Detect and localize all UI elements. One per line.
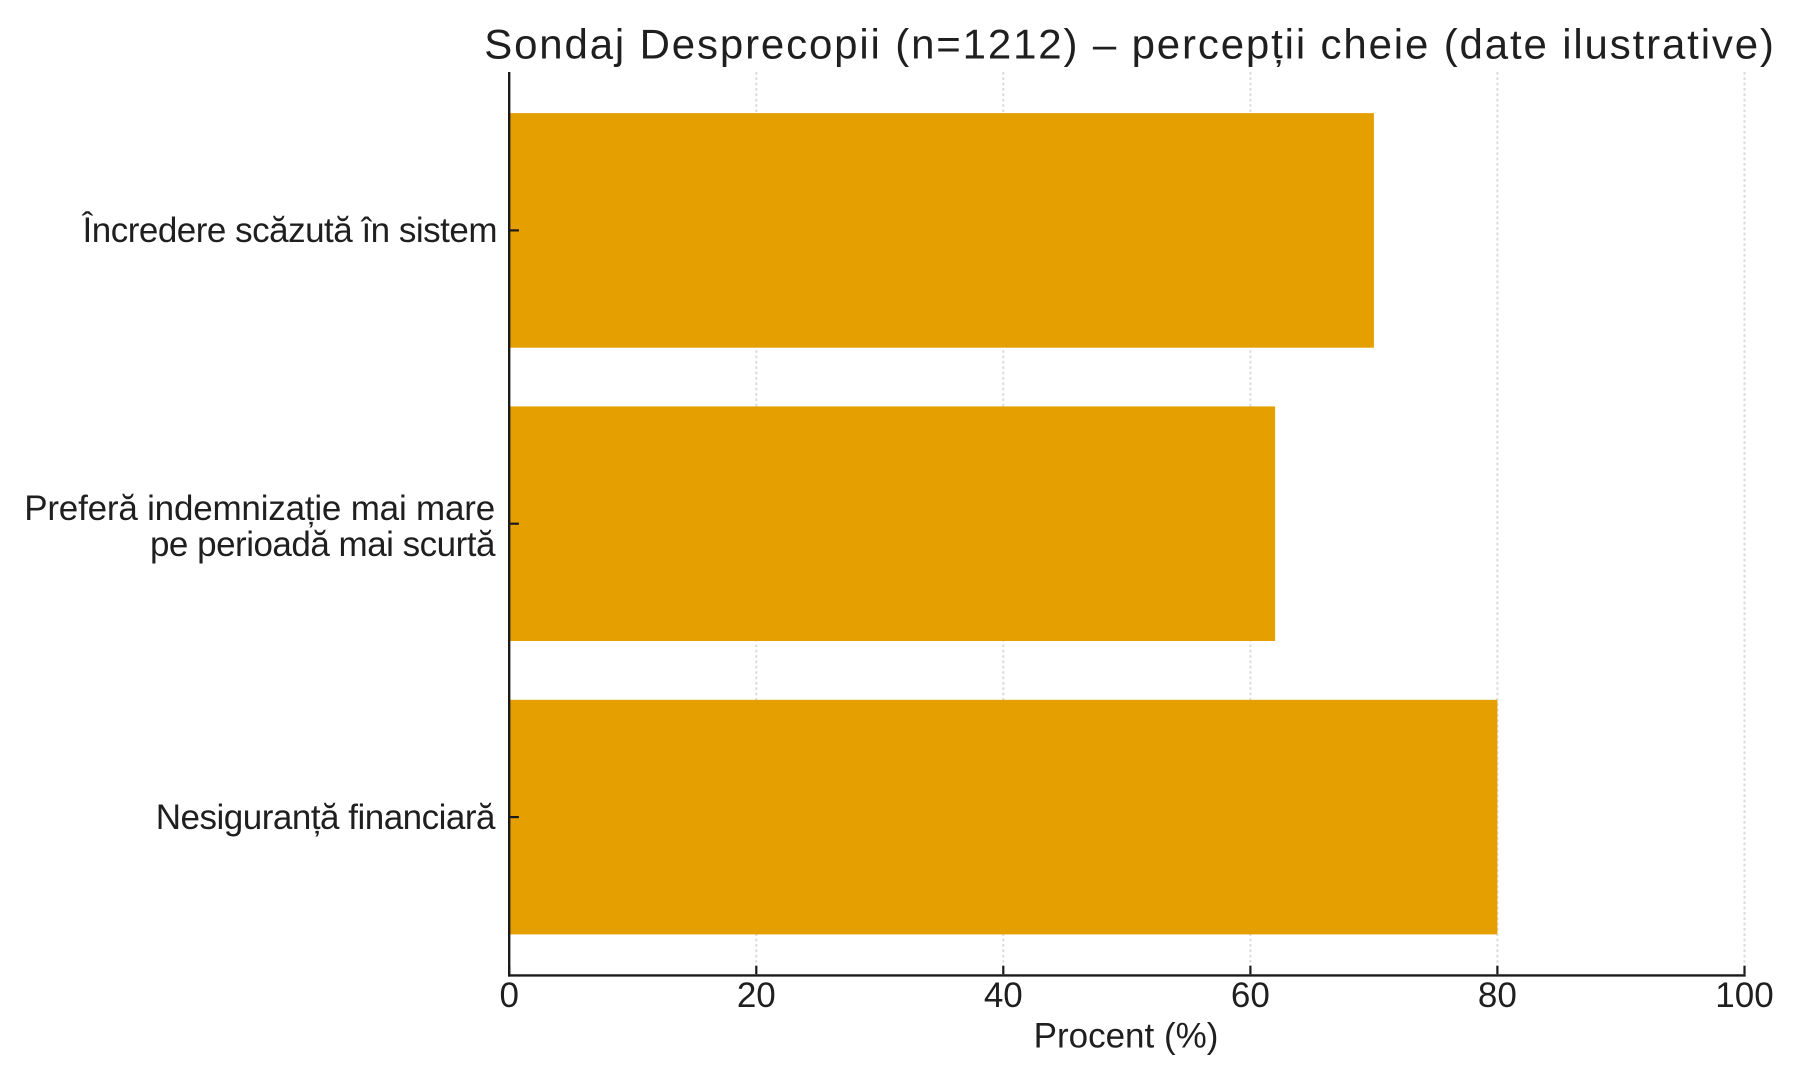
svg-text:Preferă indemnizație mai mare: Preferă indemnizație mai mare bbox=[24, 489, 495, 528]
svg-text:100: 100 bbox=[1715, 976, 1773, 1015]
svg-text:Sondaj Desprecopii (n=1212) –: Sondaj Desprecopii (n=1212) – percepții … bbox=[484, 21, 1776, 68]
svg-text:pe perioadă mai scurtă: pe perioadă mai scurtă bbox=[150, 525, 496, 564]
svg-text:20: 20 bbox=[737, 976, 776, 1015]
svg-text:80: 80 bbox=[1478, 976, 1517, 1015]
svg-text:Încredere scăzută în sistem: Încredere scăzută în sistem bbox=[82, 211, 497, 250]
svg-text:0: 0 bbox=[499, 976, 518, 1015]
svg-text:Procent (%): Procent (%) bbox=[1034, 1017, 1219, 1056]
svg-text:60: 60 bbox=[1231, 976, 1270, 1015]
svg-text:40: 40 bbox=[984, 976, 1023, 1015]
svg-text:Nesiguranță financiară: Nesiguranță financiară bbox=[156, 798, 496, 837]
